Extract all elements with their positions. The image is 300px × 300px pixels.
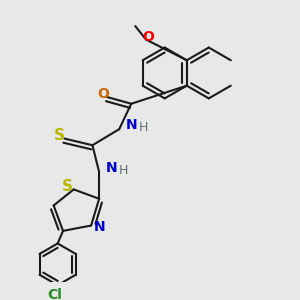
Text: N: N	[105, 161, 117, 175]
Text: N: N	[125, 118, 137, 132]
Text: S: S	[53, 128, 64, 143]
Text: O: O	[142, 30, 154, 44]
Text: Cl: Cl	[47, 288, 62, 300]
Text: H: H	[139, 121, 148, 134]
Text: S: S	[61, 179, 73, 194]
Text: H: H	[118, 164, 128, 177]
Text: N: N	[93, 220, 105, 234]
Text: O: O	[97, 87, 109, 101]
